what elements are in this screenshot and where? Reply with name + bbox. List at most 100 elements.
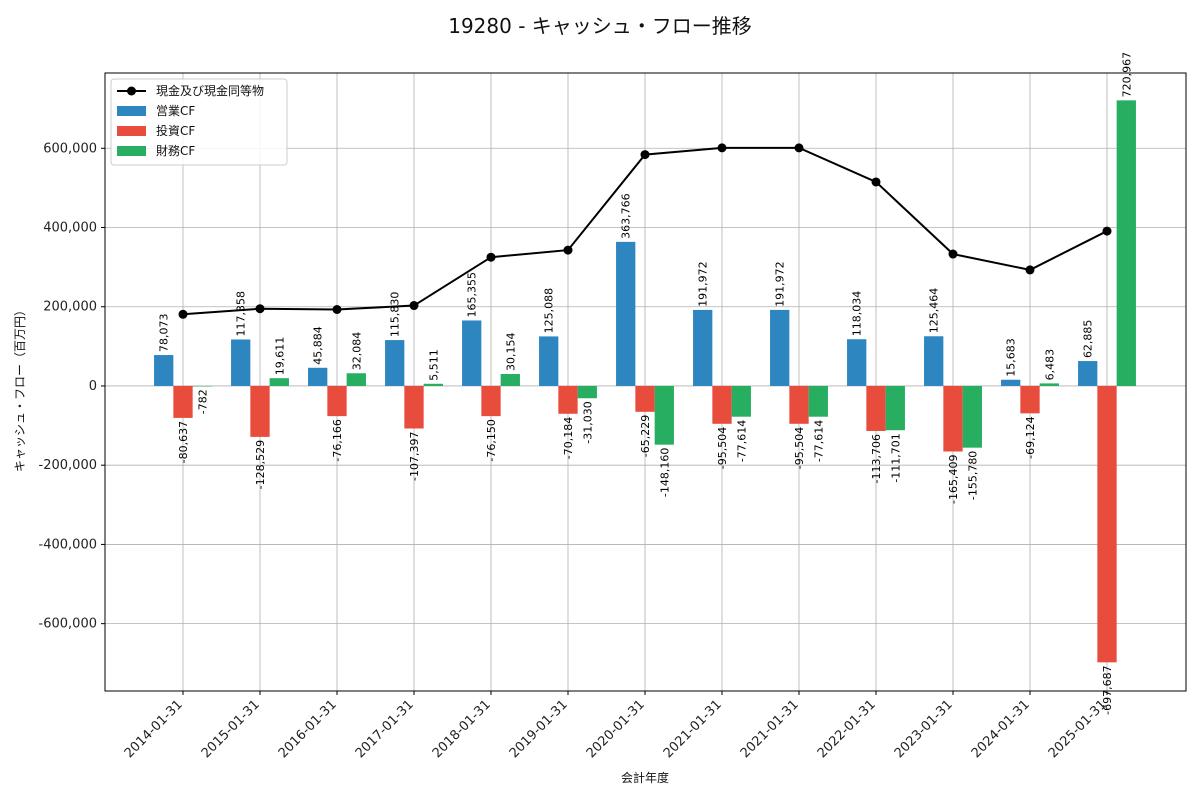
data-label: -77,614 (812, 420, 825, 462)
x-axis-label: 会計年度 (621, 770, 669, 785)
bar (577, 385, 597, 399)
bar (481, 385, 501, 417)
bar (1020, 385, 1040, 414)
bar (1039, 383, 1059, 386)
data-label: -95,504 (716, 427, 729, 469)
bar (693, 309, 713, 386)
cash-line-point (563, 245, 573, 255)
data-label: -95,504 (793, 427, 806, 469)
y-tick-label: 600,000 (43, 141, 97, 156)
bar (635, 385, 655, 412)
y-axis-label: キャッシュ・フロー（百万円） (13, 304, 27, 472)
data-label: 191,972 (697, 261, 710, 307)
bar (558, 385, 578, 414)
data-label: -70,184 (562, 417, 575, 459)
bar (616, 241, 636, 386)
data-label: -76,150 (485, 419, 498, 461)
data-label: -77,614 (735, 420, 748, 462)
bar (789, 385, 809, 424)
bar (654, 385, 674, 445)
data-label: 19,611 (273, 337, 286, 376)
bar (962, 385, 982, 448)
legend-box (110, 78, 288, 166)
data-label: 5,511 (427, 349, 440, 381)
data-label: -65,229 (639, 415, 652, 457)
data-label: 62,885 (1082, 320, 1095, 359)
data-label: 115,830 (389, 292, 402, 338)
data-label: 6,483 (1043, 349, 1056, 381)
bar (250, 385, 270, 437)
data-label: 32,084 (350, 332, 363, 371)
x-tick-label: 2023-01-31 (892, 697, 956, 761)
legend-label: 財務CF (156, 143, 195, 158)
cash-line-point (409, 301, 419, 311)
x-tick-label: 2015-01-31 (199, 697, 263, 761)
bars (154, 100, 1136, 663)
y-tick-label: -400,000 (39, 537, 97, 552)
cash-line-point (332, 305, 342, 315)
bar (192, 385, 212, 387)
x-tick-label: 2021-01-31 (661, 697, 725, 761)
x-tick-label: 2016-01-31 (276, 697, 340, 761)
y-tick-label: -600,000 (39, 617, 97, 632)
x-tick-label: 2017-01-31 (353, 697, 417, 761)
bar (1078, 361, 1098, 386)
legend-swatch (117, 126, 146, 136)
bar (943, 385, 963, 452)
cash-line-point (794, 143, 804, 153)
bar (346, 373, 366, 386)
data-label: 125,464 (928, 288, 941, 334)
cash-line-point (640, 150, 650, 160)
data-label: 30,154 (504, 333, 517, 372)
data-label: -165,409 (947, 454, 960, 503)
plot-frame (104, 72, 1187, 692)
bar (847, 339, 867, 386)
bar (404, 385, 424, 429)
cash-line-point (486, 252, 496, 262)
legend-marker (127, 86, 136, 96)
y-tick-label: 200,000 (43, 300, 97, 315)
cash-line-point (178, 309, 188, 319)
data-label: -69,124 (1024, 416, 1037, 458)
data-labels: 78,073 117,358 45,884 115,830 165,355 125,088… (158, 52, 1134, 715)
cash-line-point (871, 177, 881, 187)
data-label: -76,166 (331, 419, 344, 461)
data-label: -148,160 (658, 448, 671, 497)
bar (1097, 385, 1117, 663)
data-label: 720,967 (1120, 52, 1133, 98)
x-tick-label: 2014-01-31 (122, 697, 186, 761)
chart-title: 19280 - キャッシュ・フロー推移 (448, 14, 752, 38)
bar (423, 383, 443, 386)
data-label: -80,637 (177, 421, 190, 463)
data-label: 117,358 (235, 291, 248, 337)
data-label: -128,529 (254, 440, 267, 489)
data-label: 78,073 (158, 314, 171, 353)
bar (500, 374, 520, 386)
data-label: 363,766 (620, 193, 633, 239)
x-tick-label: 2025-01-31 (1046, 697, 1110, 761)
cash-line-point (717, 143, 727, 153)
bar (154, 355, 174, 386)
data-label: 165,355 (466, 272, 479, 318)
bar (269, 378, 289, 386)
cash-line-point (255, 304, 265, 314)
bar (1001, 379, 1021, 386)
x-tick-label: 2018-01-31 (430, 697, 494, 761)
x-tick-label: 2024-01-31 (969, 697, 1033, 761)
bar (327, 385, 347, 417)
data-label: -782 (196, 389, 209, 414)
cash-line (178, 143, 1112, 319)
data-label: -111,701 (889, 433, 902, 482)
data-label: -113,706 (870, 434, 883, 483)
legend-label: 営業CF (156, 104, 195, 118)
x-tick-label: 2021-01-31 (738, 697, 802, 761)
legend-swatch (117, 146, 146, 156)
x-tick-label: 2020-01-31 (584, 697, 648, 761)
data-label: 15,683 (1005, 338, 1018, 376)
bar (731, 385, 751, 417)
bar (539, 336, 559, 386)
bar (308, 367, 328, 386)
bar (712, 385, 732, 424)
